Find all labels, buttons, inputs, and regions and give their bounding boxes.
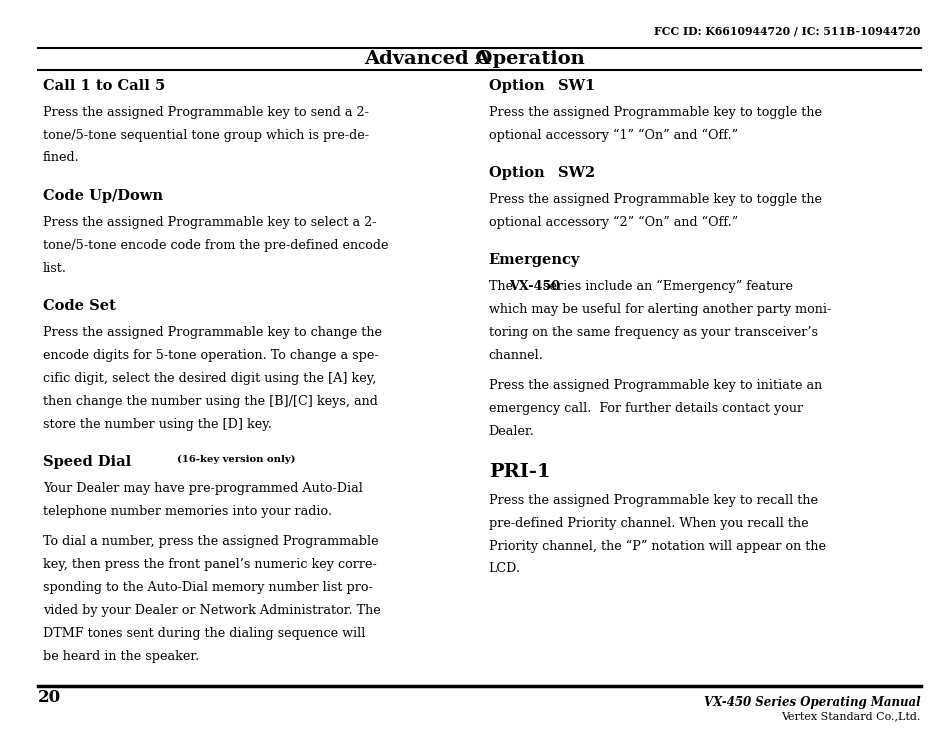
Text: tone/5-tone encode code from the pre-defined encode: tone/5-tone encode code from the pre-def… bbox=[43, 239, 388, 252]
Text: A: A bbox=[474, 50, 490, 68]
Text: vided by your Dealer or Network Administrator. The: vided by your Dealer or Network Administ… bbox=[43, 604, 381, 617]
Text: Press the assigned Programmable key to recall the: Press the assigned Programmable key to r… bbox=[489, 494, 818, 507]
Text: Press the assigned Programmable key to initiate an: Press the assigned Programmable key to i… bbox=[489, 379, 822, 392]
Text: cific digit, select the desired digit using the [A] key,: cific digit, select the desired digit us… bbox=[43, 372, 376, 385]
Text: Vertex Standard Co.,Ltd.: Vertex Standard Co.,Ltd. bbox=[781, 711, 921, 721]
Text: which may be useful for alerting another party moni-: which may be useful for alerting another… bbox=[489, 303, 831, 316]
Text: Call 1 to Call 5: Call 1 to Call 5 bbox=[43, 79, 165, 93]
Text: Code Set: Code Set bbox=[43, 299, 116, 313]
Text: emergency call.  For further details contact your: emergency call. For further details cont… bbox=[489, 402, 803, 415]
Text: toring on the same frequency as your transceiver’s: toring on the same frequency as your tra… bbox=[489, 326, 818, 339]
Text: Dealer.: Dealer. bbox=[489, 425, 534, 438]
Text: Press the assigned Programmable key to toggle the: Press the assigned Programmable key to t… bbox=[489, 106, 822, 119]
Text: channel.: channel. bbox=[489, 349, 544, 362]
Text: VX-450 Series Operating Manual: VX-450 Series Operating Manual bbox=[704, 696, 921, 709]
Text: PRI-1: PRI-1 bbox=[489, 463, 550, 480]
Text: SW1: SW1 bbox=[558, 79, 595, 93]
Text: Emergency: Emergency bbox=[489, 253, 580, 268]
Text: DTMF tones sent during the dialing sequence will: DTMF tones sent during the dialing seque… bbox=[43, 627, 365, 640]
Text: The: The bbox=[489, 280, 517, 293]
Text: be heard in the speaker.: be heard in the speaker. bbox=[43, 650, 199, 663]
Text: Code Up/Down: Code Up/Down bbox=[43, 189, 162, 203]
Text: sponding to the Auto-Dial memory number list pro-: sponding to the Auto-Dial memory number … bbox=[43, 581, 372, 594]
Text: series include an “Emergency” feature: series include an “Emergency” feature bbox=[539, 280, 793, 293]
Text: optional accessory “1” “On” and “Off.”: optional accessory “1” “On” and “Off.” bbox=[489, 129, 738, 142]
Text: encode digits for 5-tone operation. To change a spe-: encode digits for 5-tone operation. To c… bbox=[43, 349, 379, 362]
Text: VX-450: VX-450 bbox=[509, 280, 560, 293]
Text: key, then press the front panel’s numeric key corre-: key, then press the front panel’s numeri… bbox=[43, 558, 377, 571]
Text: Speed Dial: Speed Dial bbox=[43, 455, 131, 469]
Text: tone/5-tone sequential tone group which is pre-de-: tone/5-tone sequential tone group which … bbox=[43, 129, 369, 142]
Text: Option: Option bbox=[489, 166, 549, 180]
Text: optional accessory “2” “On” and “Off.”: optional accessory “2” “On” and “Off.” bbox=[489, 216, 738, 229]
Text: FCC ID: K6610944720 / IC: 511B-10944720: FCC ID: K6610944720 / IC: 511B-10944720 bbox=[654, 26, 921, 37]
Text: 20: 20 bbox=[38, 689, 61, 706]
Text: list.: list. bbox=[43, 262, 66, 275]
Text: Press the assigned Programmable key to send a 2-: Press the assigned Programmable key to s… bbox=[43, 106, 368, 119]
Text: then change the number using the [B]/[C] keys, and: then change the number using the [B]/[C]… bbox=[43, 395, 378, 408]
Text: Press the assigned Programmable key to toggle the: Press the assigned Programmable key to t… bbox=[489, 193, 822, 206]
Text: SW2: SW2 bbox=[558, 166, 595, 180]
Text: (16-key version only): (16-key version only) bbox=[177, 454, 296, 463]
Text: pre-defined Priority channel. When you recall the: pre-defined Priority channel. When you r… bbox=[489, 517, 809, 530]
Text: Advanced Operation: Advanced Operation bbox=[364, 50, 585, 68]
Text: store the number using the [D] key.: store the number using the [D] key. bbox=[43, 418, 271, 431]
Text: LCD.: LCD. bbox=[489, 562, 521, 576]
Text: telephone number memories into your radio.: telephone number memories into your radi… bbox=[43, 505, 332, 518]
Text: Press the assigned Programmable key to select a 2-: Press the assigned Programmable key to s… bbox=[43, 216, 376, 229]
Text: Priority channel, the “P” notation will appear on the: Priority channel, the “P” notation will … bbox=[489, 539, 826, 553]
Text: Press the assigned Programmable key to change the: Press the assigned Programmable key to c… bbox=[43, 326, 381, 339]
Text: Option: Option bbox=[489, 79, 549, 93]
Text: fined.: fined. bbox=[43, 151, 80, 165]
Text: Your Dealer may have pre-programmed Auto-Dial: Your Dealer may have pre-programmed Auto… bbox=[43, 482, 363, 495]
Text: To dial a number, press the assigned Programmable: To dial a number, press the assigned Pro… bbox=[43, 535, 379, 548]
